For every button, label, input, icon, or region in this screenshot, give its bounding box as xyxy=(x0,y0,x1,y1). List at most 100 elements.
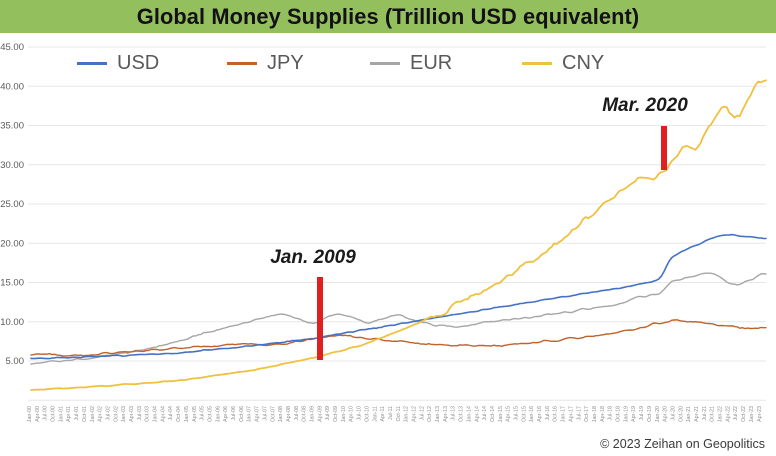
svg-text:Apr-06: Apr-06 xyxy=(223,406,229,422)
svg-text:Oct-03: Oct-03 xyxy=(145,406,151,422)
svg-text:Jan-12: Jan-12 xyxy=(404,406,410,422)
svg-text:Jul-00: Jul-00 xyxy=(43,406,49,420)
svg-text:Apr-13: Apr-13 xyxy=(443,406,449,422)
svg-text:Jul-02: Jul-02 xyxy=(106,406,112,420)
svg-text:Oct-07: Oct-07 xyxy=(270,406,276,422)
svg-text:Jan-19: Jan-19 xyxy=(623,406,629,422)
svg-text:Jul-16: Jul-16 xyxy=(545,406,551,420)
svg-text:Jan-09: Jan-09 xyxy=(310,406,316,422)
svg-text:Jul-11: Jul-11 xyxy=(388,406,394,420)
svg-text:Apr-03: Apr-03 xyxy=(129,406,135,422)
svg-text:Oct-19: Oct-19 xyxy=(647,406,653,422)
svg-text:Jan-05: Jan-05 xyxy=(184,406,190,422)
svg-text:Jan-11: Jan-11 xyxy=(372,406,378,422)
svg-text:Oct-01: Oct-01 xyxy=(82,406,88,422)
svg-text:Jul-01: Jul-01 xyxy=(74,406,80,420)
svg-text:Apr-12: Apr-12 xyxy=(412,406,418,422)
svg-text:25.00: 25.00 xyxy=(0,199,24,210)
svg-text:Apr-02: Apr-02 xyxy=(98,406,104,422)
svg-text:Jul-19: Jul-19 xyxy=(639,406,645,420)
svg-text:Apr-17: Apr-17 xyxy=(568,406,574,422)
svg-text:Jul-09: Jul-09 xyxy=(325,406,331,420)
svg-text:Jan-10: Jan-10 xyxy=(341,406,347,422)
svg-text:Apr-00: Apr-00 xyxy=(35,406,41,422)
svg-text:Jul-04: Jul-04 xyxy=(168,406,174,420)
svg-text:Apr-09: Apr-09 xyxy=(317,406,323,422)
svg-text:Apr-11: Apr-11 xyxy=(380,406,386,422)
svg-text:Jul-18: Jul-18 xyxy=(608,406,614,420)
svg-text:10.00: 10.00 xyxy=(0,317,24,328)
svg-text:Apr-20: Apr-20 xyxy=(663,406,669,422)
svg-text:Jan-14: Jan-14 xyxy=(466,406,472,422)
svg-text:Apr-22: Apr-22 xyxy=(725,406,731,422)
svg-text:30.00: 30.00 xyxy=(0,160,24,171)
svg-text:5.00: 5.00 xyxy=(6,356,25,367)
svg-text:Jan-16: Jan-16 xyxy=(529,406,535,422)
svg-text:Jan-01: Jan-01 xyxy=(58,406,64,422)
svg-text:Oct-16: Oct-16 xyxy=(553,406,559,422)
svg-text:Jan-08: Jan-08 xyxy=(278,406,284,422)
svg-text:Oct-06: Oct-06 xyxy=(239,406,245,422)
svg-text:Jan-03: Jan-03 xyxy=(121,406,127,422)
svg-text:Oct-04: Oct-04 xyxy=(176,406,182,422)
svg-text:Jul-08: Jul-08 xyxy=(294,406,300,420)
svg-text:Jan-06: Jan-06 xyxy=(215,406,221,422)
svg-text:Jan-15: Jan-15 xyxy=(498,406,504,422)
svg-text:Jul-13: Jul-13 xyxy=(451,406,457,420)
svg-text:35.00: 35.00 xyxy=(0,121,24,132)
svg-text:Oct-17: Oct-17 xyxy=(584,406,590,422)
svg-text:Oct-13: Oct-13 xyxy=(459,406,465,422)
svg-text:15.00: 15.00 xyxy=(0,278,24,289)
svg-text:Jan-07: Jan-07 xyxy=(247,406,253,422)
svg-text:Oct-00: Oct-00 xyxy=(51,406,57,422)
svg-text:Oct-08: Oct-08 xyxy=(302,406,308,422)
svg-text:Apr-23: Apr-23 xyxy=(757,406,763,422)
svg-text:Oct-02: Oct-02 xyxy=(113,406,119,422)
svg-text:Apr-19: Apr-19 xyxy=(631,406,637,422)
svg-text:45.00: 45.00 xyxy=(0,42,24,53)
svg-text:Jul-15: Jul-15 xyxy=(514,406,520,420)
svg-text:Oct-15: Oct-15 xyxy=(521,406,527,422)
svg-text:Jan-00: Jan-00 xyxy=(27,406,33,422)
svg-text:Jan-20: Jan-20 xyxy=(655,406,661,422)
svg-text:Oct-09: Oct-09 xyxy=(333,406,339,422)
svg-text:Jan-23: Jan-23 xyxy=(749,406,755,422)
svg-text:Jan-22: Jan-22 xyxy=(718,406,724,422)
svg-text:Jul-14: Jul-14 xyxy=(482,406,488,420)
svg-text:Oct-21: Oct-21 xyxy=(710,406,716,422)
svg-text:40.00: 40.00 xyxy=(0,82,24,93)
svg-text:Jul-05: Jul-05 xyxy=(200,406,206,420)
svg-text:Oct-11: Oct-11 xyxy=(396,406,402,422)
svg-text:Apr-07: Apr-07 xyxy=(255,406,261,422)
svg-text:Oct-10: Oct-10 xyxy=(364,406,370,422)
svg-text:Oct-18: Oct-18 xyxy=(616,406,622,422)
svg-text:Jan-04: Jan-04 xyxy=(153,406,159,422)
svg-text:Apr-10: Apr-10 xyxy=(349,406,355,422)
svg-text:Jan-17: Jan-17 xyxy=(561,406,567,422)
svg-text:20.00: 20.00 xyxy=(0,238,24,249)
svg-text:Apr-05: Apr-05 xyxy=(192,406,198,422)
svg-text:Jul-21: Jul-21 xyxy=(702,406,708,420)
svg-text:Jan-02: Jan-02 xyxy=(90,406,96,422)
svg-text:Apr-08: Apr-08 xyxy=(286,406,292,422)
svg-text:Apr-04: Apr-04 xyxy=(160,406,166,422)
svg-text:Jul-07: Jul-07 xyxy=(262,406,268,420)
svg-text:Oct-20: Oct-20 xyxy=(678,406,684,422)
svg-text:Jan-18: Jan-18 xyxy=(592,406,598,422)
svg-text:Oct-22: Oct-22 xyxy=(741,406,747,422)
svg-text:Apr-01: Apr-01 xyxy=(66,406,72,422)
svg-text:Oct-12: Oct-12 xyxy=(427,406,433,422)
svg-text:Jan-13: Jan-13 xyxy=(435,406,441,422)
svg-text:Apr-14: Apr-14 xyxy=(474,406,480,422)
svg-text:Jul-12: Jul-12 xyxy=(419,406,425,420)
svg-text:Jul-17: Jul-17 xyxy=(576,406,582,420)
svg-text:Jul-06: Jul-06 xyxy=(231,406,237,420)
svg-text:Apr-18: Apr-18 xyxy=(600,406,606,422)
svg-text:Jul-10: Jul-10 xyxy=(357,406,363,420)
svg-text:Jul-22: Jul-22 xyxy=(733,406,739,420)
svg-text:Jul-20: Jul-20 xyxy=(671,406,677,420)
svg-text:Apr-16: Apr-16 xyxy=(537,406,543,422)
svg-text:Jul-03: Jul-03 xyxy=(137,406,143,420)
svg-text:Oct-14: Oct-14 xyxy=(490,406,496,422)
svg-text:Apr-15: Apr-15 xyxy=(506,406,512,422)
